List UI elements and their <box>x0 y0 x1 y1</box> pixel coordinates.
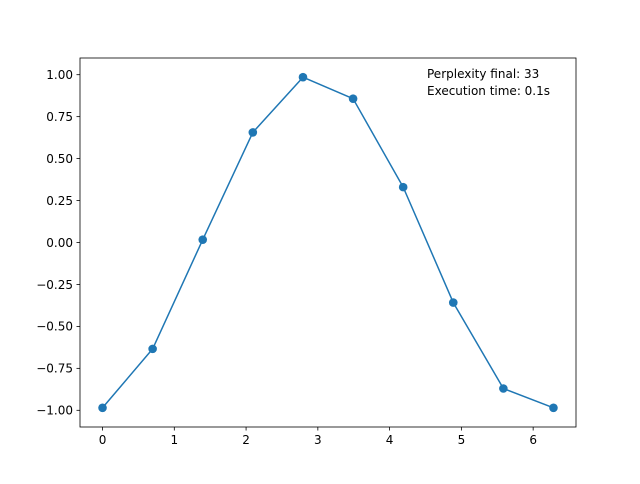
x-tick-label: 6 <box>529 433 537 447</box>
x-tick-label: 1 <box>170 433 178 447</box>
x-axis: 0 1 2 3 4 5 6 <box>99 427 537 447</box>
data-point <box>398 182 408 192</box>
y-tick-label: 0.00 <box>46 236 73 250</box>
annotation-perplexity: Perplexity final: 33 <box>427 67 539 81</box>
data-point <box>148 344 157 354</box>
x-tick-label: 4 <box>386 433 394 447</box>
data-point <box>198 235 208 244</box>
data-point <box>98 403 107 413</box>
y-tick-label: 0.75 <box>46 110 73 124</box>
data-point <box>549 403 558 413</box>
data-point <box>448 298 458 307</box>
series-line <box>101 76 554 409</box>
x-tick-label: 2 <box>242 433 250 447</box>
data-point <box>499 384 508 393</box>
y-tick-label: 0.50 <box>46 152 73 166</box>
data-point <box>248 128 258 137</box>
y-axis: −1.00 −0.75 −0.50 −0.25 0.00 0.25 0.50 0.75 1.00 <box>36 68 80 418</box>
x-tick-label: 5 <box>458 433 466 447</box>
y-tick-label: 1.00 <box>46 68 73 82</box>
y-tick-label: 0.25 <box>46 194 73 208</box>
y-tick-label: −0.25 <box>36 278 73 292</box>
series-markers <box>98 72 558 413</box>
axes-background <box>80 58 576 427</box>
data-point <box>298 72 308 82</box>
axes-frame <box>79 57 577 428</box>
y-tick-label: −0.75 <box>36 362 73 376</box>
x-tick-label: 3 <box>314 433 322 447</box>
annotation-execution-time: Execution time: 0.1s <box>427 84 550 98</box>
x-tick-label: 0 <box>99 433 107 447</box>
series-lines <box>101 76 554 409</box>
data-point <box>348 94 358 103</box>
y-tick-label: −0.50 <box>36 320 73 334</box>
plot-area: 0 1 2 3 4 5 6 −1.00 −0.75 −0.50 −0.25 0.00 0.25 0.50… <box>36 57 577 447</box>
y-tick-label: −1.00 <box>36 404 73 418</box>
